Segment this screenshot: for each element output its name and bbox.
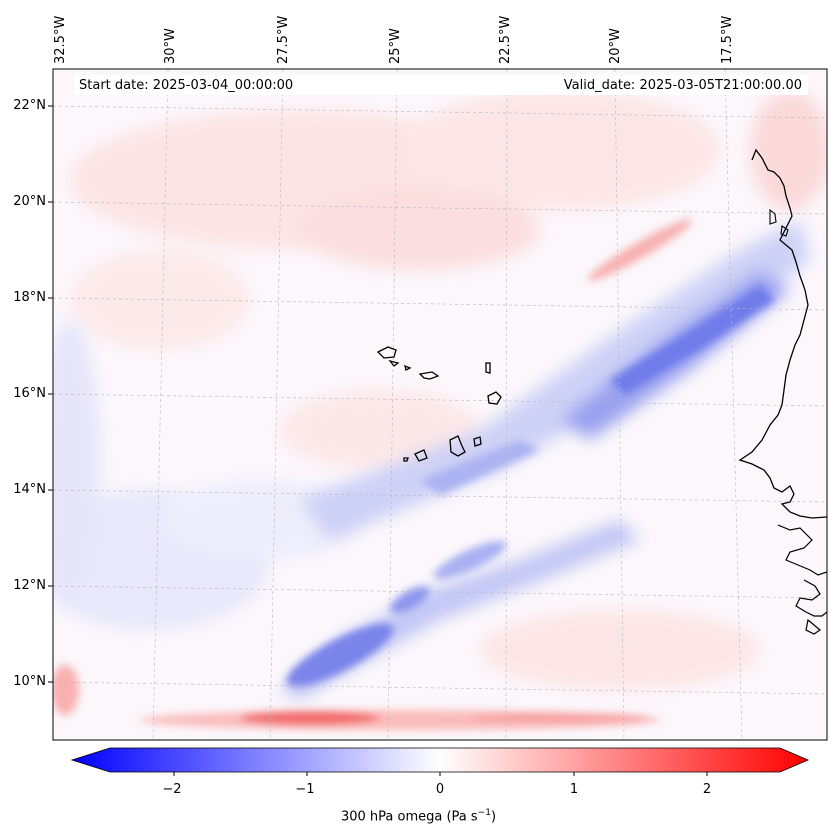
lon-label: 17.5°W [720,15,735,64]
coastline-islets [769,208,789,237]
lat-label: 20°N [13,194,46,209]
colorbar-tick: 2 [702,782,712,797]
lon-label: 22.5°W [498,15,513,64]
lat-label: 22°N [13,98,46,113]
lon-label: 25°W [388,28,403,64]
omega-field [53,69,827,740]
graticule [53,69,827,740]
colorbar-tick: 1 [569,782,579,797]
header-strip [74,75,808,95]
start-date-label: Start date: 2025-03-04_00:00:00 [79,78,294,93]
coastline-south [777,524,827,635]
lon-label: 27.5°W [276,15,291,64]
colorbar-label-text: 300 hPa omega (Pa s [340,809,478,825]
colorbar [70,747,810,776]
cape-verde-islands [376,346,502,462]
lat-label: 18°N [13,290,46,305]
lat-label: 16°N [13,386,46,401]
colorbar-label-exponent: −1 [477,808,491,818]
lon-label: 30°W [163,28,178,64]
lat-label: 14°N [13,482,46,497]
colorbar-label: 300 hPa omega (Pa s−1) [0,808,837,824]
colorbar-tick: −2 [162,782,182,797]
lon-label: 32.5°W [53,15,68,64]
colorbar-label-close: ) [490,809,497,825]
lat-label: 10°N [13,674,46,689]
africa-coastline [738,148,827,519]
lat-label: 12°N [13,578,46,593]
colorbar-tick: −1 [295,782,315,797]
valid-date-label: Valid_date: 2025-03-05T21:00:00.00 [563,78,802,93]
lon-label: 20°W [608,28,623,64]
colorbar-tick: 0 [435,782,445,797]
